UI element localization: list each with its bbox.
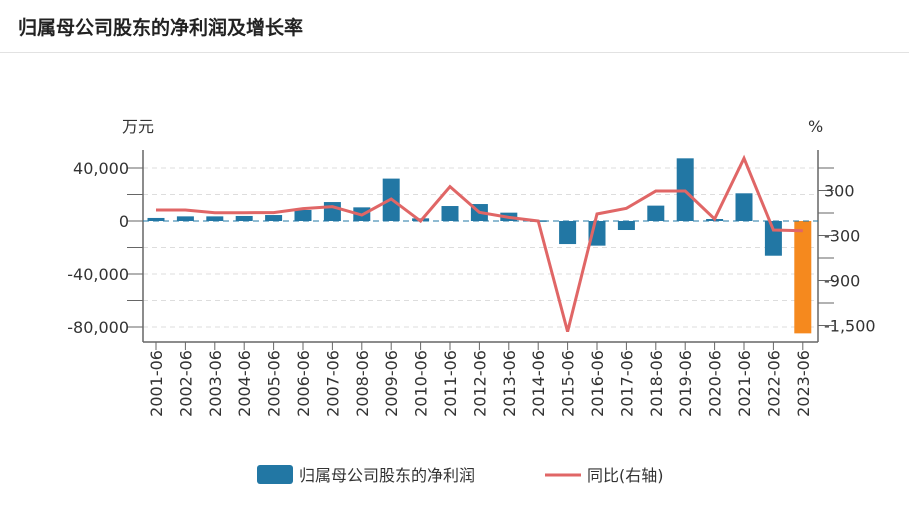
- x-tick-label: 2020-06: [706, 350, 725, 417]
- x-tick-label: 2012-06: [470, 350, 489, 417]
- legend-bar-label: 归属母公司股东的净利润: [299, 466, 475, 485]
- right-tick-label: -900: [824, 272, 860, 291]
- x-tick-label: 2007-06: [323, 350, 342, 417]
- x-tick-label: 2018-06: [647, 350, 666, 417]
- bar: [559, 221, 577, 245]
- left-axis-unit: 万元: [122, 117, 154, 136]
- left-tick-label: -40,000: [67, 265, 129, 284]
- x-tick-label: 2022-06: [764, 350, 783, 417]
- x-tick-label: 2015-06: [559, 350, 578, 417]
- bar: [265, 215, 283, 221]
- right-axis-unit: %: [808, 117, 823, 136]
- x-tick-label: 2011-06: [441, 350, 460, 417]
- bar: [323, 202, 341, 221]
- x-tick-label: 2003-06: [206, 350, 225, 417]
- x-tick-label: 2023-06: [794, 350, 813, 417]
- left-tick-label: 40,000: [73, 159, 129, 178]
- x-tick-label: 2009-06: [382, 350, 401, 417]
- x-tick-label: 2014-06: [529, 350, 548, 417]
- bar: [617, 221, 635, 231]
- x-tick-label: 2004-06: [235, 350, 254, 417]
- legend-line-label: 同比(右轴): [587, 466, 664, 485]
- bar: [235, 215, 253, 221]
- bar: [441, 206, 459, 221]
- left-tick-label: 0: [119, 212, 129, 231]
- right-tick-label: -300: [824, 227, 860, 246]
- left-tick-label: -80,000: [67, 318, 129, 337]
- page-title: 归属母公司股东的净利润及增长率: [0, 0, 909, 53]
- bar: [794, 221, 812, 334]
- yoy-line: [156, 154, 803, 333]
- right-tick-label: 300: [824, 182, 855, 201]
- x-tick-label: 2016-06: [588, 350, 607, 417]
- bar: [206, 216, 224, 221]
- x-tick-label: 2008-06: [353, 350, 372, 417]
- bar: [735, 193, 753, 221]
- bar: [176, 216, 194, 221]
- x-tick-label: 2021-06: [735, 350, 754, 417]
- x-tick-label: 2010-06: [412, 350, 431, 417]
- x-tick-label: 2017-06: [617, 350, 636, 417]
- bar: [147, 217, 165, 221]
- bar: [294, 210, 312, 221]
- x-tick-label: 2013-06: [500, 350, 519, 417]
- x-tick-label: 2002-06: [176, 350, 195, 417]
- x-tick-label: 2019-06: [676, 350, 695, 417]
- right-tick-label: -1,500: [824, 317, 876, 336]
- bar: [647, 205, 665, 221]
- x-tick-label: 2006-06: [294, 350, 313, 417]
- legend-bar-swatch: [257, 465, 293, 484]
- x-tick-label: 2001-06: [147, 350, 166, 417]
- x-tick-label: 2005-06: [265, 350, 284, 417]
